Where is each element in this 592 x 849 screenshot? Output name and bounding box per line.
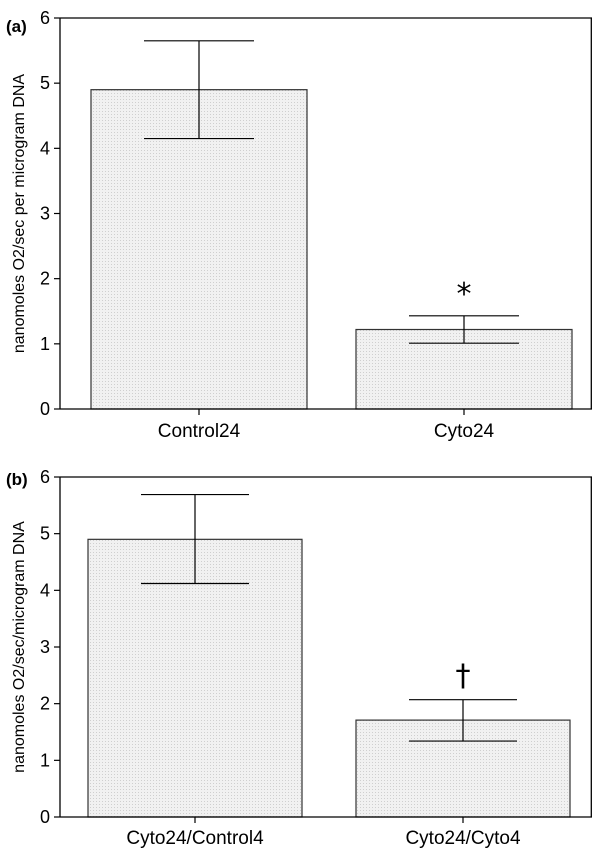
significance-marker: † bbox=[456, 659, 471, 694]
y-tick-label: 6 bbox=[40, 467, 50, 487]
category-label: Cyto24/Control4 bbox=[126, 828, 264, 849]
chart-b: (b) Cyto24/Control4 † Cyto24/Cyto4 0 1 2 3 4 5 6 na… bbox=[6, 467, 592, 849]
y-tick-label: 4 bbox=[40, 138, 50, 158]
significance-marker: * bbox=[457, 277, 472, 312]
category-label: Cyto24/Cyto4 bbox=[405, 828, 521, 849]
panel-label: (b) bbox=[6, 470, 28, 489]
y-axis-title: nanomoles O2/sec/microgram DNA bbox=[11, 521, 28, 773]
y-tick-label: 0 bbox=[40, 807, 50, 827]
y-tick-label: 3 bbox=[40, 637, 50, 657]
y-tick-label: 5 bbox=[40, 73, 50, 93]
y-tick-label: 1 bbox=[40, 334, 50, 354]
y-tick-label: 1 bbox=[40, 750, 50, 770]
y-tick-label: 2 bbox=[40, 694, 50, 714]
bar bbox=[90, 89, 308, 410]
y-tick-label: 4 bbox=[40, 580, 50, 600]
chart-a: (a) Control24 * Cyto24 0 1 2 3 4 5 6 nanomoles O2/s… bbox=[6, 8, 592, 442]
category-label: Control24 bbox=[158, 421, 241, 442]
y-tick-label: 6 bbox=[40, 8, 50, 28]
panel-label: (a) bbox=[6, 17, 27, 36]
y-axis-title: nanomoles O2/sec per microgram DNA bbox=[11, 74, 28, 354]
y-tick-label: 0 bbox=[40, 399, 50, 419]
bar bbox=[87, 538, 303, 818]
y-tick-label: 2 bbox=[40, 269, 50, 289]
y-tick-label: 5 bbox=[40, 524, 50, 544]
y-tick-label: 3 bbox=[40, 204, 50, 224]
category-label: Cyto24 bbox=[434, 421, 495, 442]
